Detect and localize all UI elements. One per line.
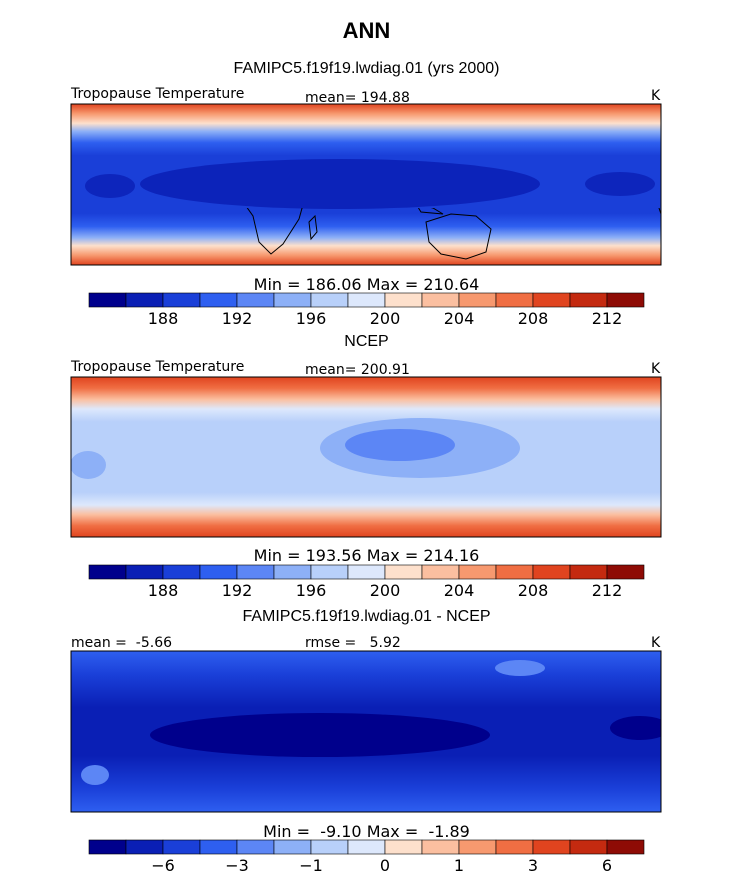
colorbar-swatch	[88, 564, 127, 580]
colorbar-swatch	[273, 564, 312, 580]
panel-3-title: FAMIPC5.f19f19.lwdiag.01 - NCEP	[242, 608, 491, 625]
colorbars: 188 192 196 200 204 208 212 188 192 196 200 204 208 2…	[88, 292, 645, 875]
colorbar-swatch	[569, 564, 608, 580]
colorbar-tick-label: 6	[602, 856, 612, 875]
coastlines	[246, 208, 662, 260]
colorbar-swatch	[310, 564, 349, 580]
colorbar-tick-label: 188	[148, 581, 179, 600]
panel-1-coastlines	[246, 208, 662, 260]
colorbar-swatch	[273, 839, 312, 855]
colorbar-swatch	[236, 564, 275, 580]
panel-2-colorbar: 188 192 196 200 204 208 212	[88, 564, 645, 600]
colorbar-tick-label: 204	[444, 581, 475, 600]
panel-3-mean-label: mean = -5.66	[71, 635, 173, 651]
colorbar-swatch	[384, 839, 423, 855]
colorbar-tick-label: 188	[148, 309, 179, 328]
panel-2-units-label: K	[651, 361, 661, 377]
colorbar-tick-label: 0	[380, 856, 390, 875]
colorbar-swatch	[384, 564, 423, 580]
colorbar-swatch	[606, 839, 645, 855]
colorbar-swatch	[236, 292, 275, 308]
panel-2-title: NCEP	[344, 333, 389, 350]
colorbar-tick-label: 196	[296, 309, 327, 328]
panel-1-units-label: K	[651, 88, 661, 104]
colorbar-swatch	[273, 292, 312, 308]
panel-3-minmax: Min = -9.10 Max = -1.89	[263, 822, 470, 841]
colorbar-swatch	[199, 564, 238, 580]
panel-1-field-label: Tropopause Temperature	[71, 86, 245, 102]
colorbar-swatch	[236, 839, 275, 855]
colorbar-swatch	[199, 839, 238, 855]
colorbar-swatch	[347, 564, 386, 580]
colorbar-swatch	[162, 839, 201, 855]
colorbar-swatch	[347, 839, 386, 855]
coastline-path	[308, 214, 318, 241]
colorbar-swatch	[125, 839, 164, 855]
colorbar-tick-label: 208	[518, 309, 549, 328]
colorbar-swatch	[606, 564, 645, 580]
colorbar-swatch	[162, 292, 201, 308]
coastline-path	[425, 213, 492, 260]
colorbar-swatch	[532, 839, 571, 855]
colorbar-tick-label: −6	[151, 856, 175, 875]
colorbar-tick-label: 200	[370, 581, 401, 600]
panel-1-colorbar: 188 192 196 200 204 208 212	[88, 292, 645, 328]
colorbar-swatch	[458, 292, 497, 308]
colorbar-swatch	[606, 292, 645, 308]
colorbar-swatch	[310, 839, 349, 855]
colorbar-swatch	[125, 292, 164, 308]
colorbar-tick-label: 3	[528, 856, 538, 875]
colorbar-swatch	[458, 839, 497, 855]
panel-1-title: FAMIPC5.f19f19.lwdiag.01 (yrs 2000)	[233, 60, 500, 77]
colorbar-tick-label: −3	[225, 856, 249, 875]
panel-1-minmax: Min = 186.06 Max = 210.64	[253, 275, 480, 294]
colorbar-swatch	[458, 564, 497, 580]
colorbar-tick-label: 212	[592, 581, 623, 600]
figure-title: ANN	[342, 18, 391, 43]
colorbar-swatch	[532, 292, 571, 308]
colorbar-swatch	[421, 564, 460, 580]
colorbar-swatch	[495, 564, 534, 580]
colorbar-swatch	[199, 292, 238, 308]
colorbar-tick-label: 204	[444, 309, 475, 328]
colorbar-swatch	[569, 292, 608, 308]
panel-2-field-label: Tropopause Temperature	[71, 359, 245, 375]
colorbar-tick-label: 192	[222, 581, 253, 600]
panel-3-rmse-label: rmse = 5.92	[305, 635, 401, 651]
colorbar-swatch	[125, 564, 164, 580]
colorbar-tick-label: 208	[518, 581, 549, 600]
colorbar-swatch	[88, 292, 127, 308]
panel-3-map	[71, 651, 661, 812]
colorbar-tick-label: 1	[454, 856, 464, 875]
colorbar-swatch	[88, 839, 127, 855]
colorbar-swatch	[347, 292, 386, 308]
colorbar-swatch	[421, 839, 460, 855]
colorbar-tick-label: 212	[592, 309, 623, 328]
colorbar-swatch	[569, 839, 608, 855]
panel-3-units-label: K	[651, 635, 661, 651]
colorbar-tick-label: 200	[370, 309, 401, 328]
panel-1-map	[71, 104, 661, 265]
coastline-path	[417, 208, 444, 215]
colorbar-swatch	[495, 839, 534, 855]
panel-2-minmax: Min = 193.56 Max = 214.16	[253, 546, 480, 565]
colorbar-swatch	[421, 292, 460, 308]
colorbar-tick-label: −1	[299, 856, 323, 875]
colorbar-swatch	[310, 292, 349, 308]
panel-2-mean-label: mean= 200.91	[305, 362, 410, 378]
panel-1-mean-label: mean= 194.88	[305, 90, 410, 106]
coastline-path	[246, 208, 303, 255]
colorbar-tick-label: 196	[296, 581, 327, 600]
panel-3-colorbar: −6 −3 −1 0 1 3 6	[88, 839, 645, 875]
colorbar-tick-label: 192	[222, 309, 253, 328]
panel-2-map	[71, 377, 661, 537]
colorbar-swatch	[495, 292, 534, 308]
colorbar-swatch	[384, 292, 423, 308]
colorbar-swatch	[532, 564, 571, 580]
colorbar-swatch	[162, 564, 201, 580]
